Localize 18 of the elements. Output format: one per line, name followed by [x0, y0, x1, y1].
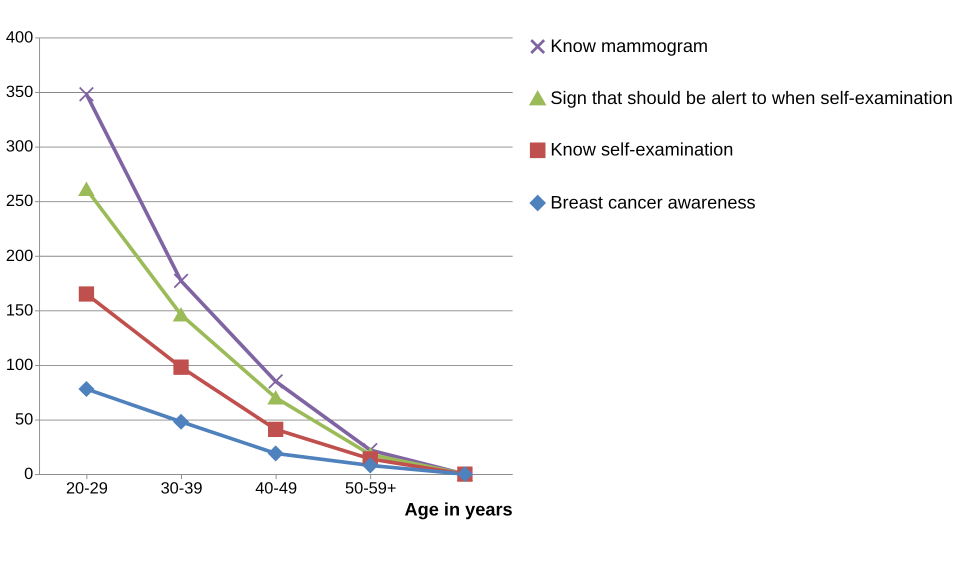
- x-tick-label: 50-59+: [345, 480, 396, 498]
- legend-label: Know mammogram: [550, 36, 708, 56]
- legend-label: Know self-examination: [550, 140, 734, 160]
- x-axis-title: Age in years: [404, 500, 513, 520]
- y-tick-label: 50: [15, 410, 34, 429]
- y-tick-label: 300: [6, 138, 34, 156]
- y-tick-label: 250: [6, 192, 34, 210]
- y-tick-label: 150: [6, 301, 34, 320]
- y-tick-label: 350: [6, 83, 34, 102]
- x-tick-label: 40-49: [255, 480, 298, 498]
- y-tick-label: 400: [6, 28, 34, 46]
- y-tick-label: 100: [6, 356, 34, 374]
- x-tick-label: 30-39: [160, 480, 202, 498]
- y-tick-label: 200: [6, 246, 34, 265]
- legend-label: Sign that should be alert to when self-examination: [550, 88, 953, 108]
- x-tick-label: 20-29: [66, 480, 108, 498]
- legend-label: Breast cancer awareness: [550, 192, 756, 212]
- y-tick-label: 0: [24, 465, 34, 484]
